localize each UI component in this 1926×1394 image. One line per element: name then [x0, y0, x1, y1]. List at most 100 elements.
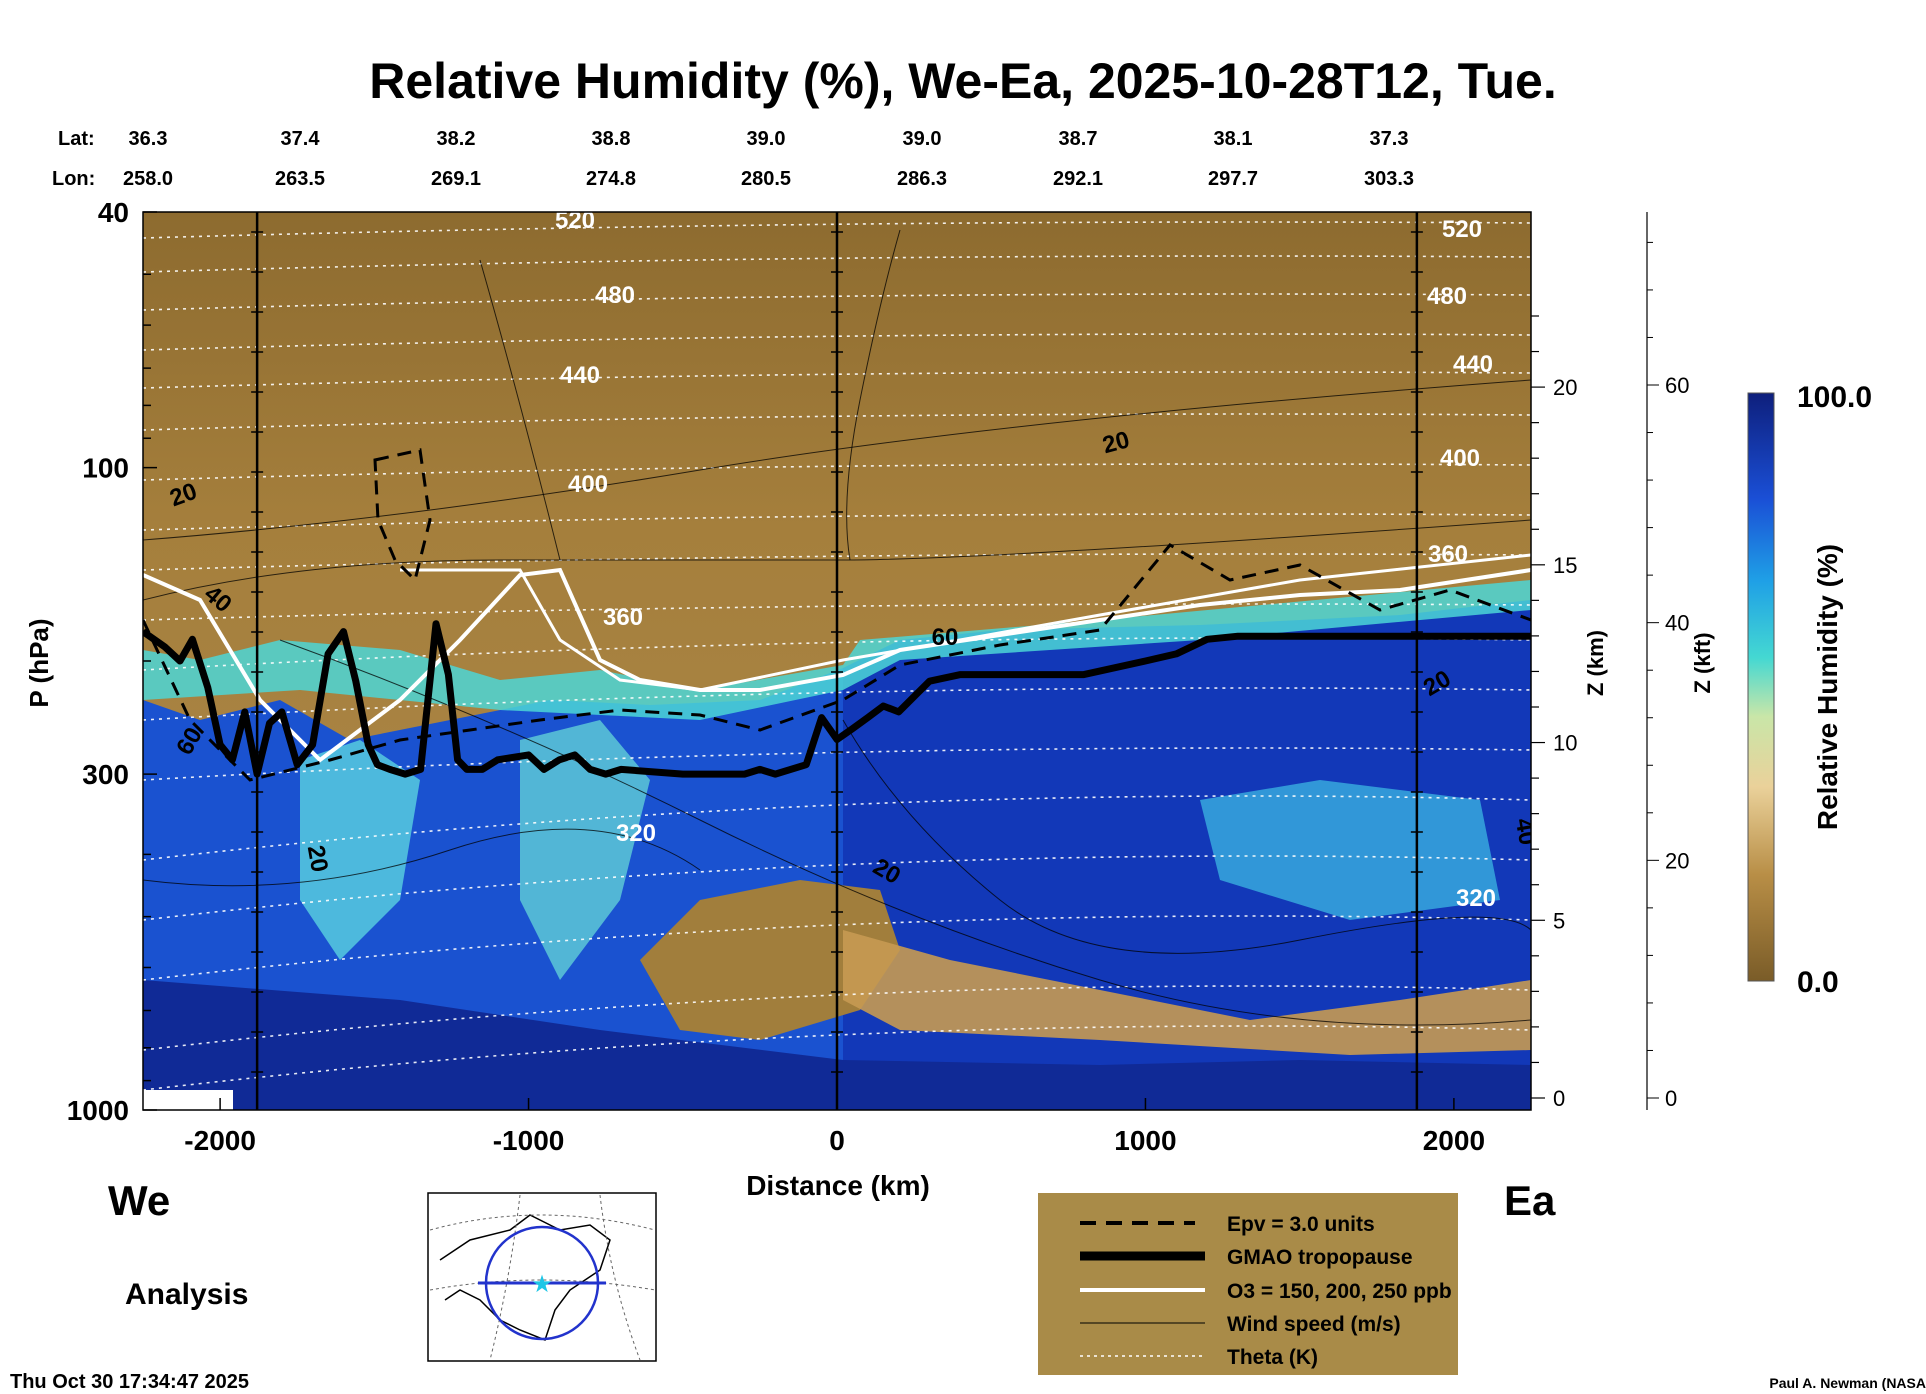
zkm-tick-label: 5 — [1553, 908, 1565, 933]
x-tick-label: -1000 — [493, 1125, 565, 1156]
theta-contour-label: 360 — [603, 604, 643, 631]
wind-contour-label: 40 — [1510, 816, 1541, 847]
zkm-tick-label: 20 — [1553, 375, 1577, 400]
tropopause-point — [480, 767, 484, 771]
tropopause-point — [230, 758, 234, 762]
p-tick-label: 100 — [82, 453, 129, 484]
lon-row-label: Lon: — [52, 168, 95, 190]
tropopause-point — [366, 743, 370, 747]
p-tick-label: 40 — [98, 197, 129, 228]
tropopause-point — [456, 758, 460, 762]
lon-value: 297.7 — [1208, 168, 1258, 190]
tropopause-point — [527, 753, 531, 757]
lat-value: 38.8 — [592, 128, 631, 150]
tropopause-point — [267, 721, 271, 725]
east-label: Ea — [1504, 1177, 1556, 1224]
theta-contour-label: 440 — [1453, 351, 1493, 378]
epv-contour — [143, 543, 1531, 782]
p-tick-label: 300 — [82, 759, 129, 790]
theta-contour-label: 520 — [1442, 216, 1482, 243]
theta-contour-label: 480 — [595, 282, 635, 309]
wind-contour-line — [143, 828, 701, 887]
lat-value: 37.3 — [1370, 128, 1409, 150]
inset-map: ★ — [427, 1192, 657, 1362]
tropopause-point — [773, 772, 777, 776]
tropopause-point — [280, 710, 284, 714]
terrain-gap — [143, 1090, 233, 1110]
mode-label: Analysis — [125, 1278, 248, 1311]
moist-surface-layer — [143, 980, 1531, 1110]
lon-value: 274.8 — [586, 168, 636, 190]
tropopause-point — [897, 710, 901, 714]
zkm-tick-label: 15 — [1553, 553, 1577, 578]
tropopause-point — [326, 652, 330, 656]
x-tick-label: 2000 — [1423, 1125, 1485, 1156]
zkft-axis-title: Z (kft) — [1690, 632, 1715, 693]
zkm-axis-title: Z (km) — [1583, 630, 1608, 696]
tropopause-point — [1298, 634, 1302, 638]
cyan-plume-1 — [300, 740, 420, 960]
chart-title: Relative Humidity (%), We-Ea, 2025-10-28… — [369, 53, 1556, 109]
map-center-marker: ★ — [531, 1271, 553, 1298]
tropopause-point — [311, 743, 315, 747]
zkft-tick-label: 60 — [1665, 373, 1689, 398]
tropopause-point — [1236, 634, 1240, 638]
lon-value: 292.1 — [1053, 168, 1103, 190]
wind-contour-line — [279, 639, 1531, 1026]
tropopause-point — [573, 753, 577, 757]
tropopause-point — [588, 767, 592, 771]
tropopause-point — [388, 767, 392, 771]
wind-contour-label: 60 — [932, 624, 959, 651]
theta-contour-label: 520 — [555, 207, 595, 234]
tropopause-point — [1143, 659, 1147, 663]
tropopause-point — [758, 767, 762, 771]
legend-tropopause-label: GMAO tropopause — [1227, 1246, 1413, 1269]
tropopause-point — [1452, 634, 1456, 638]
theta-contour-label: 400 — [568, 471, 608, 498]
x-tick-label: 1000 — [1114, 1125, 1176, 1156]
wind-contour-line — [846, 229, 901, 561]
tropopause-point — [958, 673, 962, 677]
credit: Paul A. Newman (NASA — [1769, 1375, 1926, 1391]
lon-value: 286.3 — [897, 168, 947, 190]
lat-value: 38.7 — [1059, 128, 1098, 150]
tropopause-point — [243, 710, 247, 714]
plot-area: 520 480 440 400 360 320 520 480 440 400 360 320 20 40… — [143, 207, 1541, 1110]
theta-contour-label: 320 — [1456, 885, 1496, 912]
lat-value: 38.2 — [437, 128, 476, 150]
tropopause-point — [375, 763, 379, 767]
colorbar-min-label: 0.0 — [1797, 966, 1839, 999]
tropopause-point — [557, 758, 561, 762]
lon-value: 280.5 — [741, 168, 791, 190]
tropopause-point — [928, 679, 932, 683]
theta-contour-label: 320 — [616, 820, 656, 847]
legend-epv-label: Epv = 3.0 units — [1227, 1213, 1375, 1236]
tropopause-point — [742, 772, 746, 776]
x-axis-title: Distance (km) — [746, 1170, 930, 1201]
west-label: We — [108, 1177, 170, 1224]
wind-contour-label: 20 — [302, 843, 333, 874]
pressure-axis: 40 100 300 1000 — [67, 197, 157, 1126]
legend-wind-label: Wind speed (m/s) — [1227, 1313, 1401, 1336]
tropopause-point — [681, 772, 685, 776]
map-coastline — [439, 1214, 611, 1341]
tropopause-point — [434, 622, 438, 626]
z-km-axis: 0 5 10 15 20 — [1531, 315, 1577, 1111]
lon-value: 269.1 — [431, 168, 481, 190]
lat-value: 37.4 — [281, 128, 321, 150]
tropopause-point — [206, 686, 210, 690]
section-markers — [251, 212, 1423, 1110]
moist-cyan-band — [143, 580, 1531, 720]
theta-contour-label: 400 — [1440, 445, 1480, 472]
tropopause-point — [1174, 652, 1178, 656]
tropopause-point — [163, 645, 167, 649]
lon-value: 258.0 — [123, 168, 173, 190]
wind-speed-contours — [143, 229, 1531, 1026]
zkm-tick-label: 10 — [1553, 731, 1577, 756]
lon-value: 263.5 — [275, 168, 325, 190]
colorbar-title: Relative Humidity (%) — [1812, 544, 1843, 830]
tropopause-point — [820, 716, 824, 720]
wind-contour-line — [143, 519, 1531, 601]
p-axis-title: P (hPa) — [24, 618, 54, 707]
lat-value: 38.1 — [1214, 128, 1253, 150]
